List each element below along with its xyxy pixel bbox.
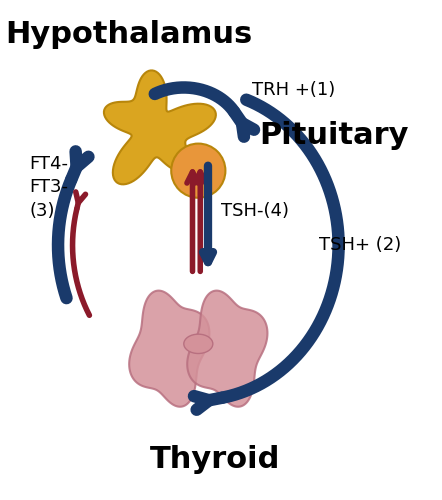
Text: TRH +(1): TRH +(1) xyxy=(251,82,335,100)
Text: FT4-
FT3-
(3): FT4- FT3- (3) xyxy=(29,154,68,220)
Circle shape xyxy=(171,144,225,198)
Text: Pituitary: Pituitary xyxy=(259,122,409,150)
Text: TSH-(4): TSH-(4) xyxy=(221,202,289,220)
Ellipse shape xyxy=(184,334,213,353)
Text: TSH+ (2): TSH+ (2) xyxy=(319,236,401,254)
Polygon shape xyxy=(129,290,210,406)
Polygon shape xyxy=(187,290,267,406)
Text: Thyroid: Thyroid xyxy=(149,446,280,474)
Polygon shape xyxy=(104,70,216,184)
Text: Hypothalamus: Hypothalamus xyxy=(5,20,252,49)
